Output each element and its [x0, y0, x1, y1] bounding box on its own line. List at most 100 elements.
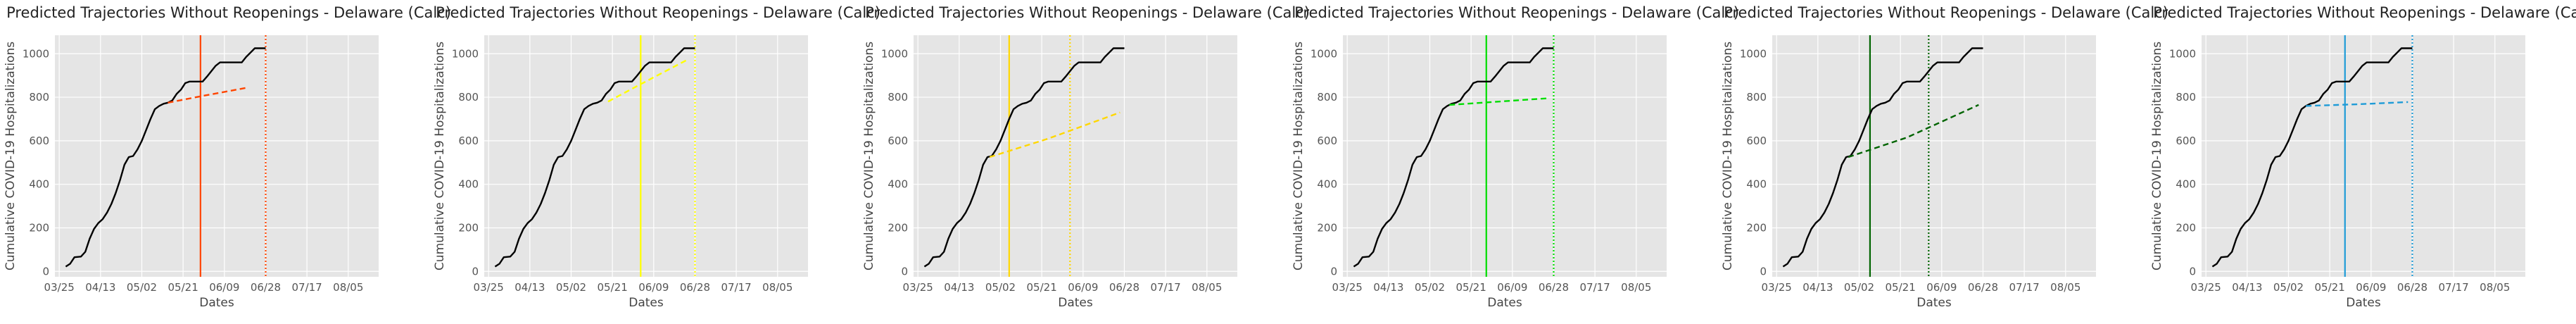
y-axis-label: Cumulative COVID-19 Hospitalizations [2150, 42, 2164, 270]
y-axis-label: Cumulative COVID-19 Hospitalizations [1721, 42, 1735, 270]
y-axis-label: Cumulative COVID-19 Hospitalizations [433, 42, 447, 270]
x-axis-label: Dates [1917, 296, 1952, 310]
chart-title: Predicted Trajectories Without Reopening… [436, 4, 880, 21]
x-tick-label: 07/17 [2009, 281, 2040, 294]
y-tick-label: 400 [29, 178, 49, 191]
plot-background [55, 35, 379, 277]
y-tick-label: 800 [458, 91, 479, 104]
predicted-trajectory-line [168, 87, 249, 104]
y-tick-label: 400 [458, 178, 479, 191]
x-axis-label: Dates [199, 296, 234, 310]
chart-panel-1: 0 200 400 600 800 1000 03/25 04/13 05/02 05/21 06/… [4, 4, 451, 310]
x-tick-label: 08/05 [762, 281, 793, 294]
y-tick-label: 200 [458, 221, 479, 234]
x-tick-label: 06/28 [1109, 281, 1139, 294]
chart-panel-2: 0 200 400 600 800 1000 03/25 04/13 05/02 05/21 06/… [433, 4, 880, 310]
observed-hospitalizations-line [65, 47, 266, 268]
y-tick-label: 0 [1760, 265, 1767, 278]
x-tick-label: 06/09 [638, 281, 669, 294]
chart-panel-5: 0 200 400 600 800 1000 03/25 04/13 05/02 05/21 06/… [1721, 4, 2168, 310]
y-tick-label: 200 [888, 221, 908, 234]
x-tick-label: 04/13 [514, 281, 545, 294]
chart-title: Predicted Trajectories Without Reopening… [865, 4, 1310, 21]
x-tick-label: 04/13 [85, 281, 115, 294]
plot-background [484, 35, 808, 277]
x-tick-label: 06/09 [1068, 281, 1098, 294]
y-tick-label: 600 [458, 135, 479, 147]
x-tick-label: 05/02 [1844, 281, 1874, 294]
y-tick-label: 200 [29, 221, 49, 234]
y-tick-label: 800 [2176, 91, 2196, 104]
x-tick-label: 03/25 [2191, 281, 2221, 294]
y-tick-label: 600 [1746, 135, 1767, 147]
x-tick-label: 04/13 [2232, 281, 2262, 294]
y-tick-label: 600 [2176, 135, 2196, 147]
y-tick-label: 400 [888, 178, 908, 191]
x-tick-label: 05/21 [2315, 281, 2345, 294]
x-tick-label: 06/28 [2397, 281, 2427, 294]
y-tick-label: 600 [888, 135, 908, 147]
chart-title: Predicted Trajectories Without Reopening… [2153, 4, 2576, 21]
observed-hospitalizations-line [1782, 47, 1983, 268]
y-tick-label: 200 [1317, 221, 1337, 234]
x-tick-label: 04/13 [1373, 281, 1403, 294]
y-tick-label: 0 [472, 265, 479, 278]
plot-background [2202, 35, 2525, 277]
y-tick-label: 800 [1746, 91, 1767, 104]
x-tick-label: 06/09 [2356, 281, 2386, 294]
observed-hospitalizations-line [494, 47, 695, 268]
x-tick-label: 06/09 [209, 281, 239, 294]
observed-hospitalizations-line [923, 47, 1125, 268]
chart-title: Predicted Trajectories Without Reopening… [1724, 4, 2168, 21]
y-tick-label: 200 [1746, 221, 1767, 234]
x-axis-label: Dates [1058, 296, 1093, 310]
x-tick-label: 08/05 [1192, 281, 1222, 294]
x-tick-label: 05/21 [1886, 281, 1916, 294]
x-tick-label: 05/02 [556, 281, 586, 294]
y-tick-label: 600 [29, 135, 49, 147]
x-tick-label: 03/25 [903, 281, 933, 294]
x-tick-label: 07/17 [2439, 281, 2469, 294]
y-tick-label: 800 [888, 91, 908, 104]
y-tick-label: 1000 [2169, 47, 2196, 60]
y-tick-label: 1000 [1740, 47, 1767, 60]
observed-hospitalizations-line [2211, 47, 2413, 268]
y-axis-label: Cumulative COVID-19 Hospitalizations [1292, 42, 1306, 270]
y-tick-label: 0 [2189, 265, 2196, 278]
x-axis-label: Dates [629, 296, 664, 310]
chart-title: Predicted Trajectories Without Reopening… [1294, 4, 1739, 21]
y-tick-label: 1000 [452, 47, 479, 60]
y-tick-label: 400 [1746, 178, 1767, 191]
x-tick-label: 06/09 [1926, 281, 1957, 294]
chart-panel-6: 0 200 400 600 800 1000 03/25 04/13 05/02 05/21 06/… [2150, 4, 2576, 310]
x-tick-label: 06/09 [1497, 281, 1527, 294]
y-tick-label: 0 [42, 265, 49, 278]
x-tick-label: 06/28 [1539, 281, 1569, 294]
observed-hospitalizations-line [1353, 47, 1554, 268]
x-tick-label: 07/17 [721, 281, 752, 294]
x-tick-label: 03/25 [474, 281, 504, 294]
chart-panel-3: 0 200 400 600 800 1000 03/25 04/13 05/02 05/21 06/… [862, 4, 1310, 310]
x-tick-label: 05/21 [168, 281, 198, 294]
y-tick-label: 400 [2176, 178, 2196, 191]
y-tick-label: 800 [29, 91, 49, 104]
x-tick-label: 05/21 [1027, 281, 1057, 294]
x-tick-label: 07/17 [1151, 281, 1181, 294]
x-tick-label: 08/05 [2050, 281, 2081, 294]
x-tick-label: 04/13 [1802, 281, 1833, 294]
x-tick-label: 05/02 [2273, 281, 2304, 294]
y-tick-label: 1000 [1311, 47, 1337, 60]
plot-background [914, 35, 1237, 277]
x-tick-label: 05/21 [1456, 281, 1486, 294]
y-tick-label: 200 [2176, 221, 2196, 234]
x-tick-label: 07/17 [292, 281, 322, 294]
y-tick-label: 0 [1330, 265, 1337, 278]
plot-background [1343, 35, 1667, 277]
y-axis-label: Cumulative COVID-19 Hospitalizations [4, 42, 18, 270]
x-tick-label: 06/28 [251, 281, 281, 294]
chart-panel-4: 0 200 400 600 800 1000 03/25 04/13 05/02 05/21 06/… [1292, 4, 1739, 310]
x-tick-label: 08/05 [333, 281, 363, 294]
predicted-trajectory-line [989, 111, 1120, 158]
y-axis-label: Cumulative COVID-19 Hospitalizations [862, 42, 876, 270]
x-tick-label: 07/17 [1580, 281, 1610, 294]
